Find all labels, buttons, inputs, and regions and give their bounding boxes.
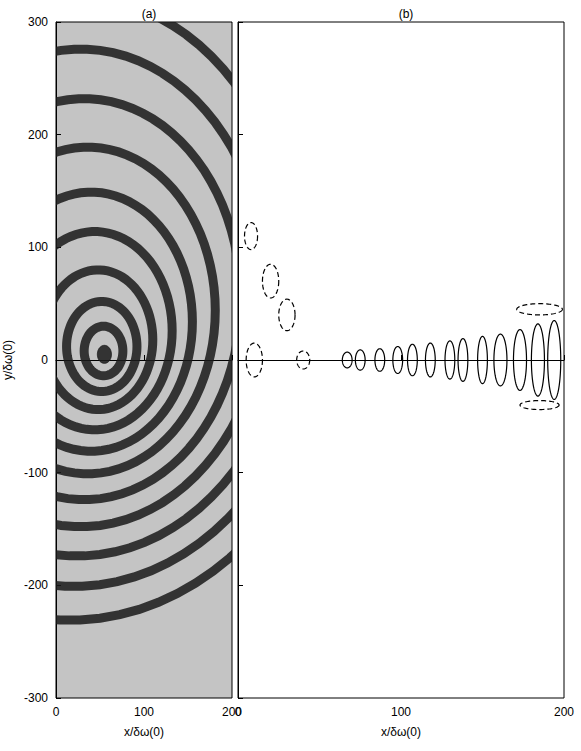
svg-text:-100: -100 [24, 466, 48, 480]
svg-text:y/δω(0): y/δω(0) [1, 340, 15, 380]
svg-text:x/δω(0): x/δω(0) [124, 725, 164, 739]
svg-text:0: 0 [41, 353, 48, 367]
svg-text:(b): (b) [399, 7, 414, 21]
svg-text:(a): (a) [142, 7, 157, 21]
svg-text:-200: -200 [24, 578, 48, 592]
svg-text:100: 100 [134, 705, 154, 719]
svg-text:100: 100 [391, 705, 411, 719]
svg-text:200: 200 [222, 705, 242, 719]
svg-text:300: 300 [28, 15, 48, 29]
svg-text:-300: -300 [24, 691, 48, 705]
svg-text:100: 100 [28, 240, 48, 254]
svg-text:200: 200 [554, 705, 574, 719]
svg-text:0: 0 [53, 705, 60, 719]
svg-text:200: 200 [28, 128, 48, 142]
svg-text:0: 0 [235, 705, 242, 719]
svg-text:x/δω(0): x/δω(0) [381, 725, 421, 739]
